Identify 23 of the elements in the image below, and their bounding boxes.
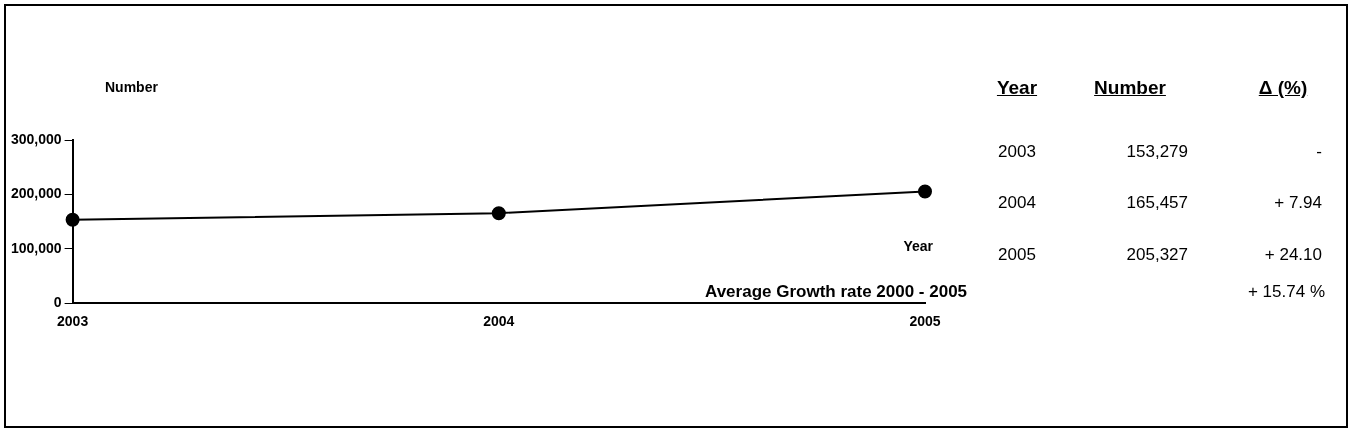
- text: 153,279: [1126, 142, 1188, 161]
- y-tick-label: 0: [53, 294, 62, 311]
- text: Year: [996, 77, 1038, 99]
- category-label: 2004: [998, 193, 1036, 212]
- x-tick-label: 2005: [909, 313, 941, 330]
- x-tick-label: 2004: [483, 313, 515, 330]
- text: -: [1316, 142, 1322, 162]
- annotation: Average Growth rate 2000 - 2005: [705, 282, 968, 302]
- category-label: 2003: [998, 142, 1036, 161]
- y-tick-label: 300,000: [11, 130, 62, 147]
- y-tick-label: 200,000: [11, 185, 62, 202]
- text: + 7.94: [1274, 193, 1322, 213]
- text: 165,457: [1126, 193, 1188, 212]
- text: Number: [1094, 77, 1166, 99]
- text: + 15.74 %: [1247, 282, 1325, 302]
- y-axis-title: Number: [105, 78, 159, 95]
- y-tick-label: 100,000: [11, 239, 62, 256]
- x-tick-label: 2003: [57, 313, 89, 330]
- text: Δ (%): [1258, 77, 1308, 99]
- x-axis-title: Year: [903, 238, 934, 255]
- text: 205,327: [1126, 245, 1188, 264]
- category-label: 2005: [998, 245, 1036, 264]
- text: + 24.10: [1264, 245, 1322, 265]
